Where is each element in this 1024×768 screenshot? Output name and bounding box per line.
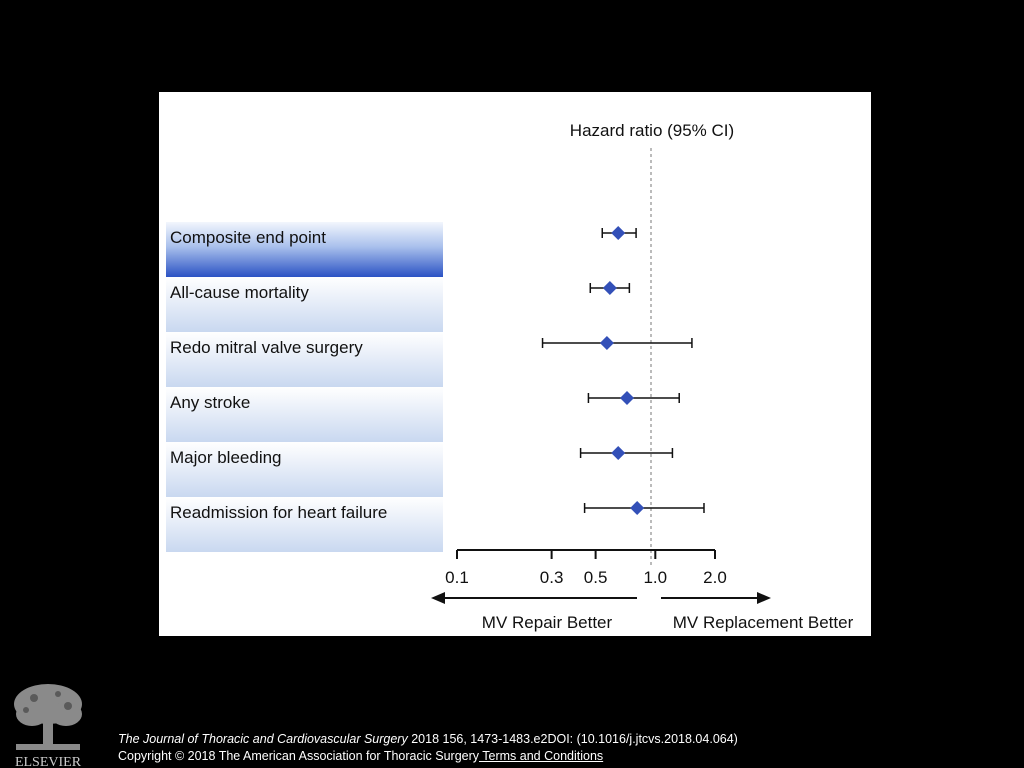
- row-label: Major bleeding: [170, 448, 282, 467]
- forest-plot: Composite end point All-cause mortality Re…: [166, 121, 854, 632]
- row-label: Readmission for heart failure: [170, 503, 387, 522]
- citation-line: The Journal of Thoracic and Cardiovascul…: [118, 731, 738, 748]
- x-tick-label: 0.1: [445, 568, 469, 587]
- row-label: Any stroke: [170, 393, 250, 412]
- row-band: [166, 497, 443, 552]
- citation-details: 2018 156, 1473-1483.e2DOI: (10.1016/j.jt…: [407, 732, 738, 746]
- terms-link[interactable]: Terms and Conditions: [479, 749, 604, 763]
- hazard-ratio-marker: [611, 226, 626, 240]
- plot-title: Hazard ratio (95% CI): [570, 121, 734, 140]
- row-band: [166, 332, 443, 387]
- hazard-ratio-marker: [630, 501, 645, 515]
- citation-block: The Journal of Thoracic and Cardiovascul…: [118, 731, 738, 765]
- direction-label-right: MV Replacement Better: [673, 613, 854, 632]
- footer: ELSEVIER The Journal of Thoracic and Car…: [0, 672, 1024, 768]
- x-axis-ticks: 0.1 0.3 0.5 1.0 2.0: [445, 550, 727, 587]
- x-tick-label: 0.5: [584, 568, 608, 587]
- copyright-line: Copyright © 2018 The American Associatio…: [118, 748, 738, 765]
- direction-label-left: MV Repair Better: [482, 613, 613, 632]
- row-band: [166, 387, 443, 442]
- row-band: [166, 442, 443, 497]
- row-labels: Composite end point All-cause mortality Re…: [170, 228, 387, 522]
- row-band: [166, 222, 443, 277]
- row-label: All-cause mortality: [170, 283, 309, 302]
- row-band: [166, 277, 443, 332]
- hazard-ratio-marker: [599, 336, 614, 350]
- direction-arrow-left: [431, 592, 637, 604]
- row-bands: [166, 222, 443, 552]
- hazard-ratio-marker: [620, 391, 635, 405]
- copyright-text: Copyright © 2018 The American Associatio…: [118, 749, 480, 763]
- x-tick-label: 0.3: [540, 568, 564, 587]
- hazard-ratio-marker: [602, 281, 617, 295]
- journal-name: The Journal of Thoracic and Cardiovascul…: [118, 732, 408, 746]
- row-label: Redo mitral valve surgery: [170, 338, 363, 357]
- row-label: Composite end point: [170, 228, 326, 247]
- confidence-intervals: [541, 226, 705, 515]
- forest-plot-figure: Composite end point All-cause mortality Re…: [159, 92, 871, 636]
- x-tick-label: 1.0: [643, 568, 667, 587]
- hazard-ratio-marker: [611, 446, 626, 460]
- x-tick-label: 2.0: [703, 568, 727, 587]
- direction-arrow-right: [661, 592, 771, 604]
- publisher-wordmark: ELSEVIER: [15, 755, 82, 768]
- elsevier-tree-logo: ELSEVIER: [14, 684, 82, 768]
